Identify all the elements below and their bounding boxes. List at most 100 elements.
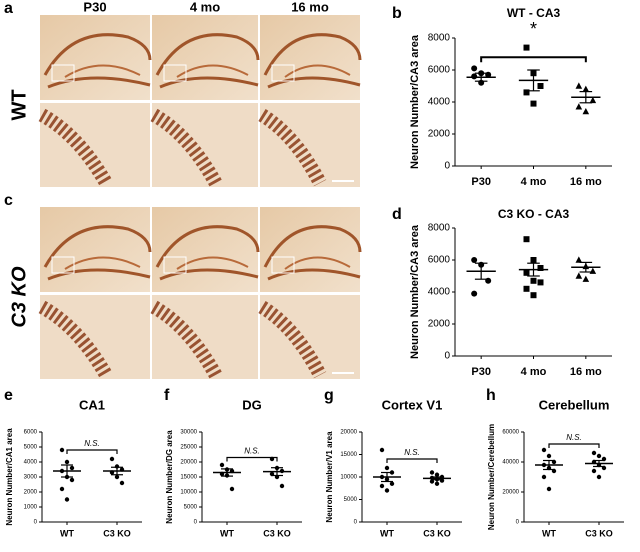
data-point	[429, 479, 435, 484]
data-point	[434, 481, 440, 486]
zoom-box	[271, 256, 295, 274]
data-point	[541, 447, 547, 453]
zoom-box	[163, 64, 187, 82]
y-tick-label: 5000	[24, 445, 38, 451]
data-point	[59, 486, 65, 492]
data-point	[596, 453, 602, 459]
cell-layer	[267, 76, 361, 89]
y-tick-label: 0	[444, 161, 450, 172]
data-point	[537, 265, 544, 271]
x-tick-label: C3 KO	[263, 528, 291, 538]
data-point	[379, 483, 385, 489]
data-point	[229, 486, 235, 492]
panel-letter: a	[4, 0, 13, 17]
chart-title: C3 KO - CA3	[498, 207, 570, 221]
y-tick-label: 6000	[428, 65, 451, 76]
data-point	[69, 477, 75, 483]
data-point	[523, 269, 530, 276]
row-label: C3 KO	[8, 266, 30, 328]
cell-layer	[159, 268, 259, 281]
neuron-band	[150, 300, 222, 379]
data-point	[119, 480, 125, 486]
x-tick-label: C3 KO	[585, 528, 613, 538]
cell-layer	[47, 76, 151, 89]
y-tick-label: 20000	[180, 460, 197, 466]
data-point	[219, 462, 225, 468]
panel-letter: e	[4, 387, 13, 404]
cell-layer	[267, 268, 361, 281]
x-tick-label: WT	[220, 528, 234, 538]
zoom-box	[51, 256, 75, 274]
zoom-box	[271, 64, 295, 82]
cell-layer	[159, 76, 259, 89]
y-axis-label: Neuron Number/DG area	[165, 430, 174, 524]
chart-title: Cerebellum	[539, 397, 610, 412]
y-tick-label: 25000	[180, 445, 197, 451]
data-point	[546, 453, 552, 459]
data-point	[546, 486, 552, 492]
data-point	[530, 292, 537, 299]
y-axis-label: Neuron Number/CA3 area	[409, 224, 421, 359]
y-tick-label: 10000	[180, 490, 197, 496]
significance-bracket	[386, 458, 438, 463]
y-tick-label: 0	[516, 520, 520, 526]
chart-title: WT - CA3	[507, 6, 561, 20]
cell-layer	[64, 64, 141, 78]
y-tick-label: 8000	[428, 223, 451, 234]
y-tick-label: 3000	[24, 475, 38, 481]
significance-bracket	[66, 449, 118, 454]
zoom-box	[51, 64, 75, 82]
data-point	[575, 256, 583, 263]
x-tick-label: WT	[60, 528, 74, 538]
y-axis-label: Neuron Number/V1 area	[325, 431, 334, 523]
y-tick-label: 15000	[340, 452, 357, 458]
y-tick-label: 40000	[502, 460, 519, 466]
cell-layer	[64, 256, 141, 270]
y-axis-label: Neuron Number/CA3 area	[409, 34, 421, 169]
data-point	[582, 108, 590, 115]
bracket-label: N.S.	[404, 448, 420, 457]
x-tick-label: 16 mo	[570, 366, 602, 378]
y-tick-label: 60000	[502, 430, 519, 436]
data-point	[64, 497, 70, 502]
data-point	[59, 447, 65, 453]
y-tick-label: 30000	[180, 430, 197, 436]
data-point	[389, 481, 395, 486]
chart-title: DG	[242, 397, 262, 412]
y-axis-label: Neuron Number/CA1 area	[5, 428, 14, 526]
data-point	[523, 44, 530, 51]
panel-letter: c	[4, 192, 13, 209]
data-point	[530, 277, 537, 284]
chart-title: CA1	[79, 397, 105, 412]
x-tick-label: 4 mo	[521, 176, 547, 188]
y-tick-label: 20000	[340, 430, 357, 436]
data-point	[523, 89, 530, 96]
x-tick-label: 4 mo	[521, 366, 547, 378]
x-tick-label: WT	[542, 528, 556, 538]
data-point	[471, 257, 478, 263]
significance-bracket	[548, 443, 600, 448]
y-tick-label: 6000	[24, 430, 38, 436]
neuron-band	[38, 108, 113, 187]
x-tick-label: P30	[471, 176, 491, 188]
cell-layer	[176, 64, 249, 78]
neuron-band	[258, 109, 327, 187]
y-axis-label: Neuron Number/Cerebellum	[487, 424, 496, 530]
data-point	[575, 82, 583, 89]
bracket-label: N.S.	[244, 447, 260, 456]
data-point	[471, 65, 478, 72]
data-point	[582, 275, 590, 282]
data-point	[589, 267, 597, 274]
data-point	[114, 474, 120, 480]
cell-layer	[43, 33, 152, 76]
y-tick-label: 15000	[180, 475, 197, 481]
cell-layer	[284, 256, 351, 270]
data-point	[523, 236, 530, 243]
x-tick-label: 16 mo	[570, 176, 602, 188]
cell-layer	[263, 33, 362, 76]
cell-layer	[284, 64, 351, 78]
data-point	[429, 470, 435, 475]
neuron-band	[150, 108, 222, 187]
y-tick-label: 4000	[428, 287, 451, 298]
neuron-band	[258, 301, 327, 379]
